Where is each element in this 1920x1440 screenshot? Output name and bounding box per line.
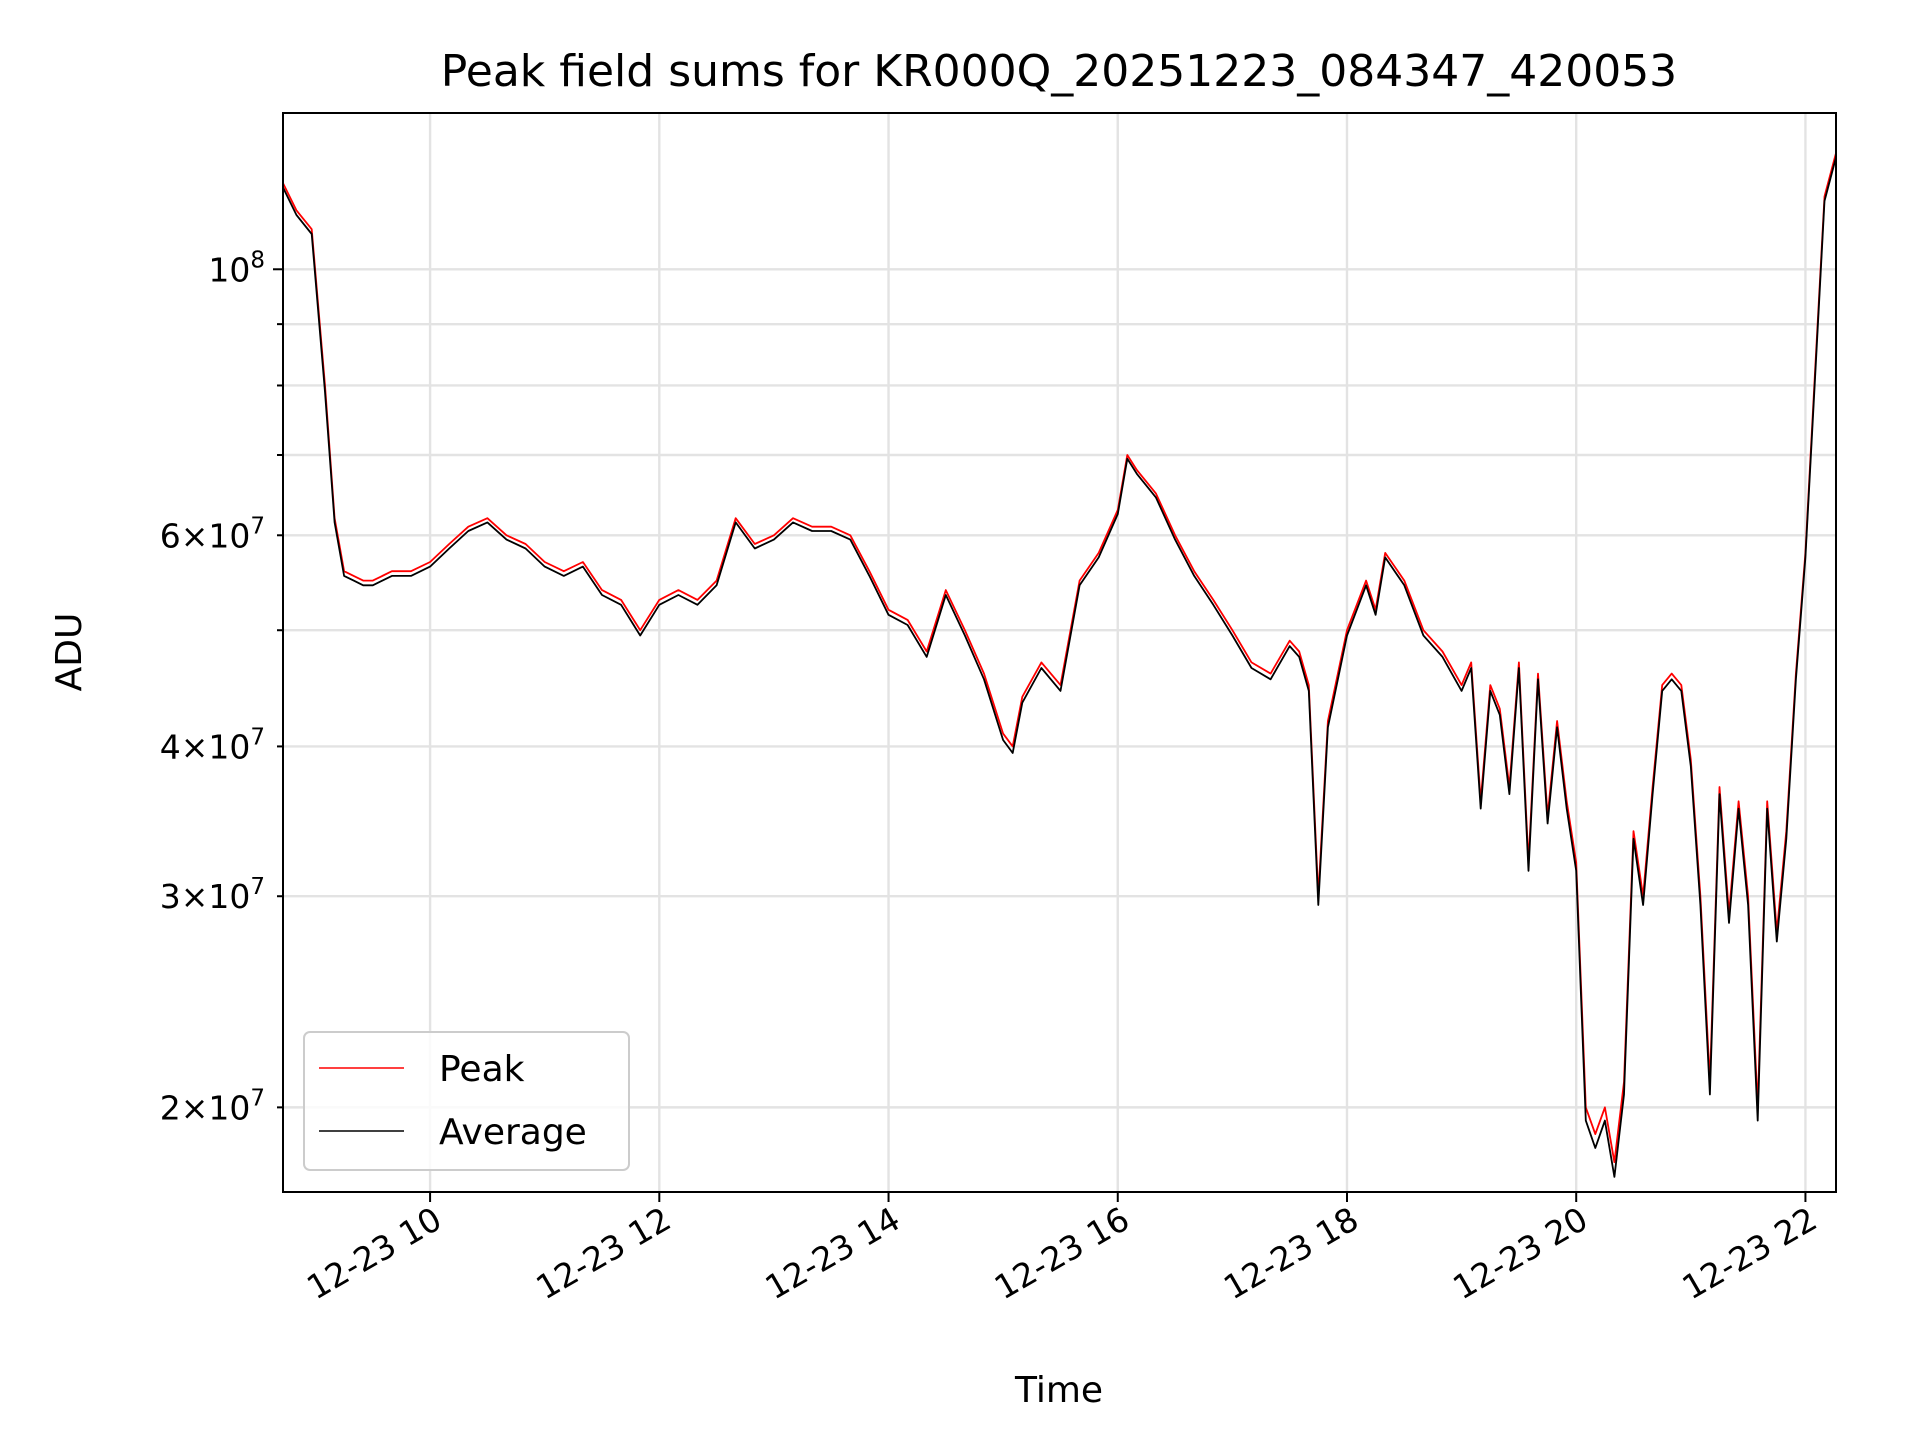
y-tick-label: 2×107 xyxy=(160,1085,265,1127)
x-tick-label: 12-23 12 xyxy=(529,1199,677,1307)
chart-title: Peak field sums for KR000Q_20251223_0843… xyxy=(441,46,1677,97)
grid-lines xyxy=(283,113,1836,1192)
y-tick-label: 3×107 xyxy=(160,874,265,916)
y-axis-ticks: 108 2×107 3×107 4×107 6×107 xyxy=(160,247,283,1127)
y-axis-label: ADU xyxy=(49,613,90,692)
x-tick-label: 12-23 18 xyxy=(1217,1199,1365,1307)
series-lines xyxy=(283,152,1836,1178)
x-tick-label: 12-23 20 xyxy=(1446,1199,1594,1307)
legend-peak-label: Peak xyxy=(439,1049,525,1090)
x-axis-label: Time xyxy=(1014,1370,1103,1411)
legend-box xyxy=(303,1031,630,1171)
x-tick-label: 12-23 10 xyxy=(300,1199,448,1307)
x-tick-label: 12-23 14 xyxy=(759,1199,907,1307)
y-tick-label: 4×107 xyxy=(160,724,265,766)
peak-series-line xyxy=(283,152,1836,1164)
y-tick-label: 6×107 xyxy=(160,513,265,555)
legend-average-label: Average xyxy=(439,1112,587,1153)
x-axis-ticks: 12-23 10 12-23 12 12-23 14 12-23 16 12-23 18… xyxy=(300,1192,1823,1307)
x-tick-label: 12-23 16 xyxy=(988,1199,1136,1307)
plot-area-frame xyxy=(282,112,1837,1193)
x-tick-label: 12-23 22 xyxy=(1675,1199,1823,1307)
average-series-line xyxy=(283,157,1836,1178)
y-tick-label: 108 xyxy=(208,247,265,289)
legend: Peak Average xyxy=(303,1031,630,1171)
